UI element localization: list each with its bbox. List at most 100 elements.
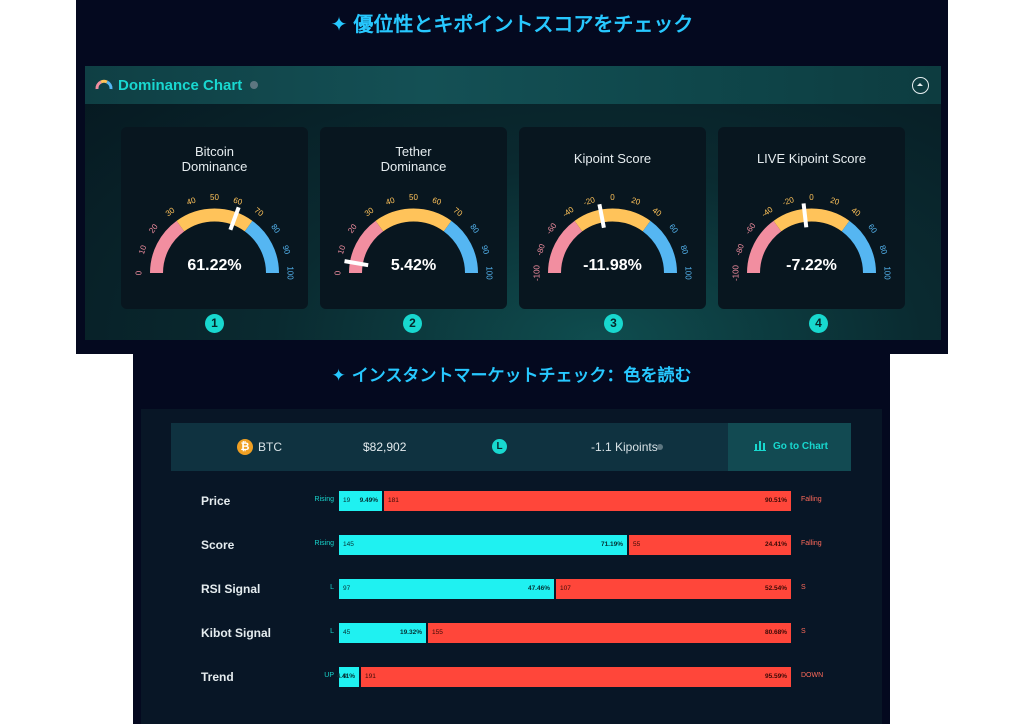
ticker-symbol: BTC [258, 440, 282, 454]
metric-right-label: S [801, 628, 806, 635]
collapse-button[interactable] [912, 77, 929, 94]
negative-bar: 181 90.51% [384, 491, 791, 511]
gauge-zone-low [150, 220, 185, 274]
gauge-title-line2: Dominance [380, 159, 447, 174]
negative-count: 191 [365, 673, 376, 680]
metric-left-label: L [330, 628, 334, 635]
section-heading-market-check: ✦ インスタントマーケットチェック：色を読む [133, 361, 890, 386]
negative-count: 155 [432, 629, 443, 636]
gauge-live-kipoint-score: LIVE Kipoint Score -100 -80 -60 -40 -20 0 20 40… [718, 127, 905, 309]
positive-bar: 19 9.49% [339, 491, 382, 511]
gauge-tick-label: -80 [535, 242, 547, 256]
gauge-zone-mid [375, 208, 452, 232]
gauge-zone-mid [574, 208, 651, 232]
gauge-tick-label: 70 [253, 206, 266, 219]
gauge-needle [801, 203, 809, 228]
metric-row: Score Rising 145 71.19% 55 24.41% Falling [141, 535, 882, 555]
gauge-tick-label: 60 [667, 222, 680, 235]
gauge-tick-label: 10 [336, 244, 347, 256]
gauge-zone-low [349, 220, 384, 274]
section-heading-dominance: ✦ 優位性とキポイントスコアをチェック [76, 8, 948, 37]
positive-bar: 45 19.32% [339, 623, 426, 643]
gauge-tick-label: 80 [878, 244, 889, 256]
go-to-chart-button[interactable]: Go to Chart [728, 423, 851, 471]
metric-row: Kibot Signal L 45 19.32% 155 80.68% S [141, 623, 882, 643]
gauge-tick-label: 80 [269, 222, 282, 235]
positive-percent: 4.41% [336, 673, 355, 680]
negative-percent: 52.54% [764, 585, 787, 592]
gauge-title-line1: Tether [395, 144, 432, 159]
negative-count: 181 [388, 497, 399, 504]
positive-bar: 97 47.46% [339, 579, 554, 599]
metric-left-label: UP [324, 672, 334, 679]
gauge-tick-label: 0 [610, 193, 615, 202]
info-icon[interactable] [657, 444, 663, 450]
metric-label: Kibot Signal [201, 626, 271, 640]
section-heading-text: インスタントマーケットチェック：色を読む [351, 366, 692, 386]
negative-bar: 155 80.68% [428, 623, 791, 643]
gauge-tick-label: -100 [732, 264, 741, 281]
gauge-tick-label: 40 [651, 206, 664, 219]
metric-label: Price [201, 494, 231, 508]
gauge-zone-high [642, 220, 677, 274]
gauge-tick-label: 50 [409, 193, 418, 202]
negative-count: 107 [560, 585, 571, 592]
gauge-tick-label: 90 [281, 244, 292, 256]
metric-right-label: DOWN [801, 672, 824, 679]
positive-count: 145 [343, 541, 354, 548]
negative-bar: 55 24.41% [629, 535, 791, 555]
section-heading-text: 優位性とキポイントスコアをチェック [353, 12, 694, 36]
dominance-chart-card: Dominance Chart Bitcoin Dominance 0 10 20 3… [85, 66, 941, 340]
gauge-bitcoin-dominance: Bitcoin Dominance 0 10 20 30 40 50 60 70 80 90 100… [121, 127, 308, 309]
bar-chart-icon [754, 441, 766, 451]
gauge-tick-label: 100 [484, 266, 493, 280]
go-to-chart-label: Go to Chart [773, 441, 828, 452]
gauge-tick-label: -20 [582, 195, 596, 207]
positive-count: 9 [343, 673, 347, 680]
metric-left-label: Rising [314, 540, 334, 547]
negative-bar: 191 95.59% [361, 667, 791, 687]
ratio-bar: 9 4.41% 191 95.59% [336, 667, 791, 687]
gauge-title-line1: LIVE Kipoint Score [756, 151, 867, 166]
gauge-tick-label: 60 [431, 196, 443, 207]
gauge-tick-label: 0 [135, 270, 144, 275]
sparkle-icon: ✦ [330, 12, 348, 36]
gauge-number-badge: 1 [205, 314, 224, 333]
gauge-value: -7.22% [786, 257, 837, 274]
gauge-tick-label: 100 [683, 266, 692, 280]
gauge-tick-label: 40 [850, 206, 863, 219]
metric-left-label: Rising [314, 496, 334, 503]
gauge-tick-label: 40 [186, 195, 198, 206]
positive-count: 19 [343, 497, 351, 504]
gauge-tick-label: 10 [137, 244, 148, 256]
negative-count: 55 [633, 541, 641, 548]
gauge-value: 5.42% [390, 257, 437, 274]
gauge-tick-label: 60 [866, 222, 879, 235]
gauge-needle [344, 259, 369, 268]
dominance-panel: ✦ 優位性とキポイントスコアをチェック Dominance Chart Bitco… [76, 0, 948, 354]
gauge-number-badge: 2 [403, 314, 422, 333]
gauge-needle [597, 203, 606, 229]
negative-percent: 90.51% [764, 497, 787, 504]
positive-percent: 47.46% [527, 585, 550, 592]
gauge-kipoint-score: Kipoint Score -100 -80 -60 -40 -20 0 20 40 60 80 1… [519, 127, 706, 309]
gauge-tick-label: -40 [760, 205, 775, 219]
negative-percent: 80.68% [764, 629, 787, 636]
info-icon[interactable] [250, 81, 258, 89]
gauge-tick-label: -100 [533, 264, 542, 281]
positive-count: 97 [343, 585, 351, 592]
gauge-tick-label: 100 [882, 266, 891, 280]
gauge-needle [228, 206, 241, 231]
gauge-tick-label: 70 [452, 206, 465, 219]
gauge-tick-label: 0 [809, 193, 814, 202]
gauge-tick-label: 20 [829, 196, 841, 207]
gauge-tick-label: -40 [561, 205, 576, 219]
gauge-value: 61.22% [187, 257, 242, 274]
positive-percent: 9.49% [359, 497, 378, 504]
gauge-zone-low [548, 220, 583, 274]
gauge-number-badge: 3 [604, 314, 623, 333]
metric-left-label: L [330, 584, 334, 591]
gauge-zone-low [747, 220, 782, 274]
